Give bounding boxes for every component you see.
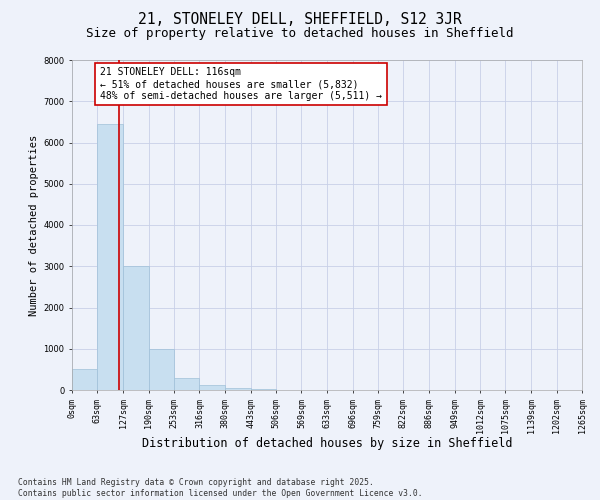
Text: 21 STONELEY DELL: 116sqm
← 51% of detached houses are smaller (5,832)
48% of sem: 21 STONELEY DELL: 116sqm ← 51% of detach… bbox=[100, 68, 382, 100]
Text: 21, STONELEY DELL, SHEFFIELD, S12 3JR: 21, STONELEY DELL, SHEFFIELD, S12 3JR bbox=[138, 12, 462, 28]
Text: Contains HM Land Registry data © Crown copyright and database right 2025.
Contai: Contains HM Land Registry data © Crown c… bbox=[18, 478, 422, 498]
Bar bbox=[225, 388, 251, 390]
Bar bbox=[149, 349, 174, 390]
Bar bbox=[123, 266, 149, 390]
Bar bbox=[251, 389, 276, 390]
X-axis label: Distribution of detached houses by size in Sheffield: Distribution of detached houses by size … bbox=[142, 437, 512, 450]
Text: Size of property relative to detached houses in Sheffield: Size of property relative to detached ho… bbox=[86, 28, 514, 40]
Bar bbox=[97, 124, 123, 390]
Bar bbox=[199, 385, 225, 390]
Bar bbox=[174, 378, 199, 390]
Bar bbox=[72, 370, 97, 390]
Y-axis label: Number of detached properties: Number of detached properties bbox=[29, 134, 39, 316]
